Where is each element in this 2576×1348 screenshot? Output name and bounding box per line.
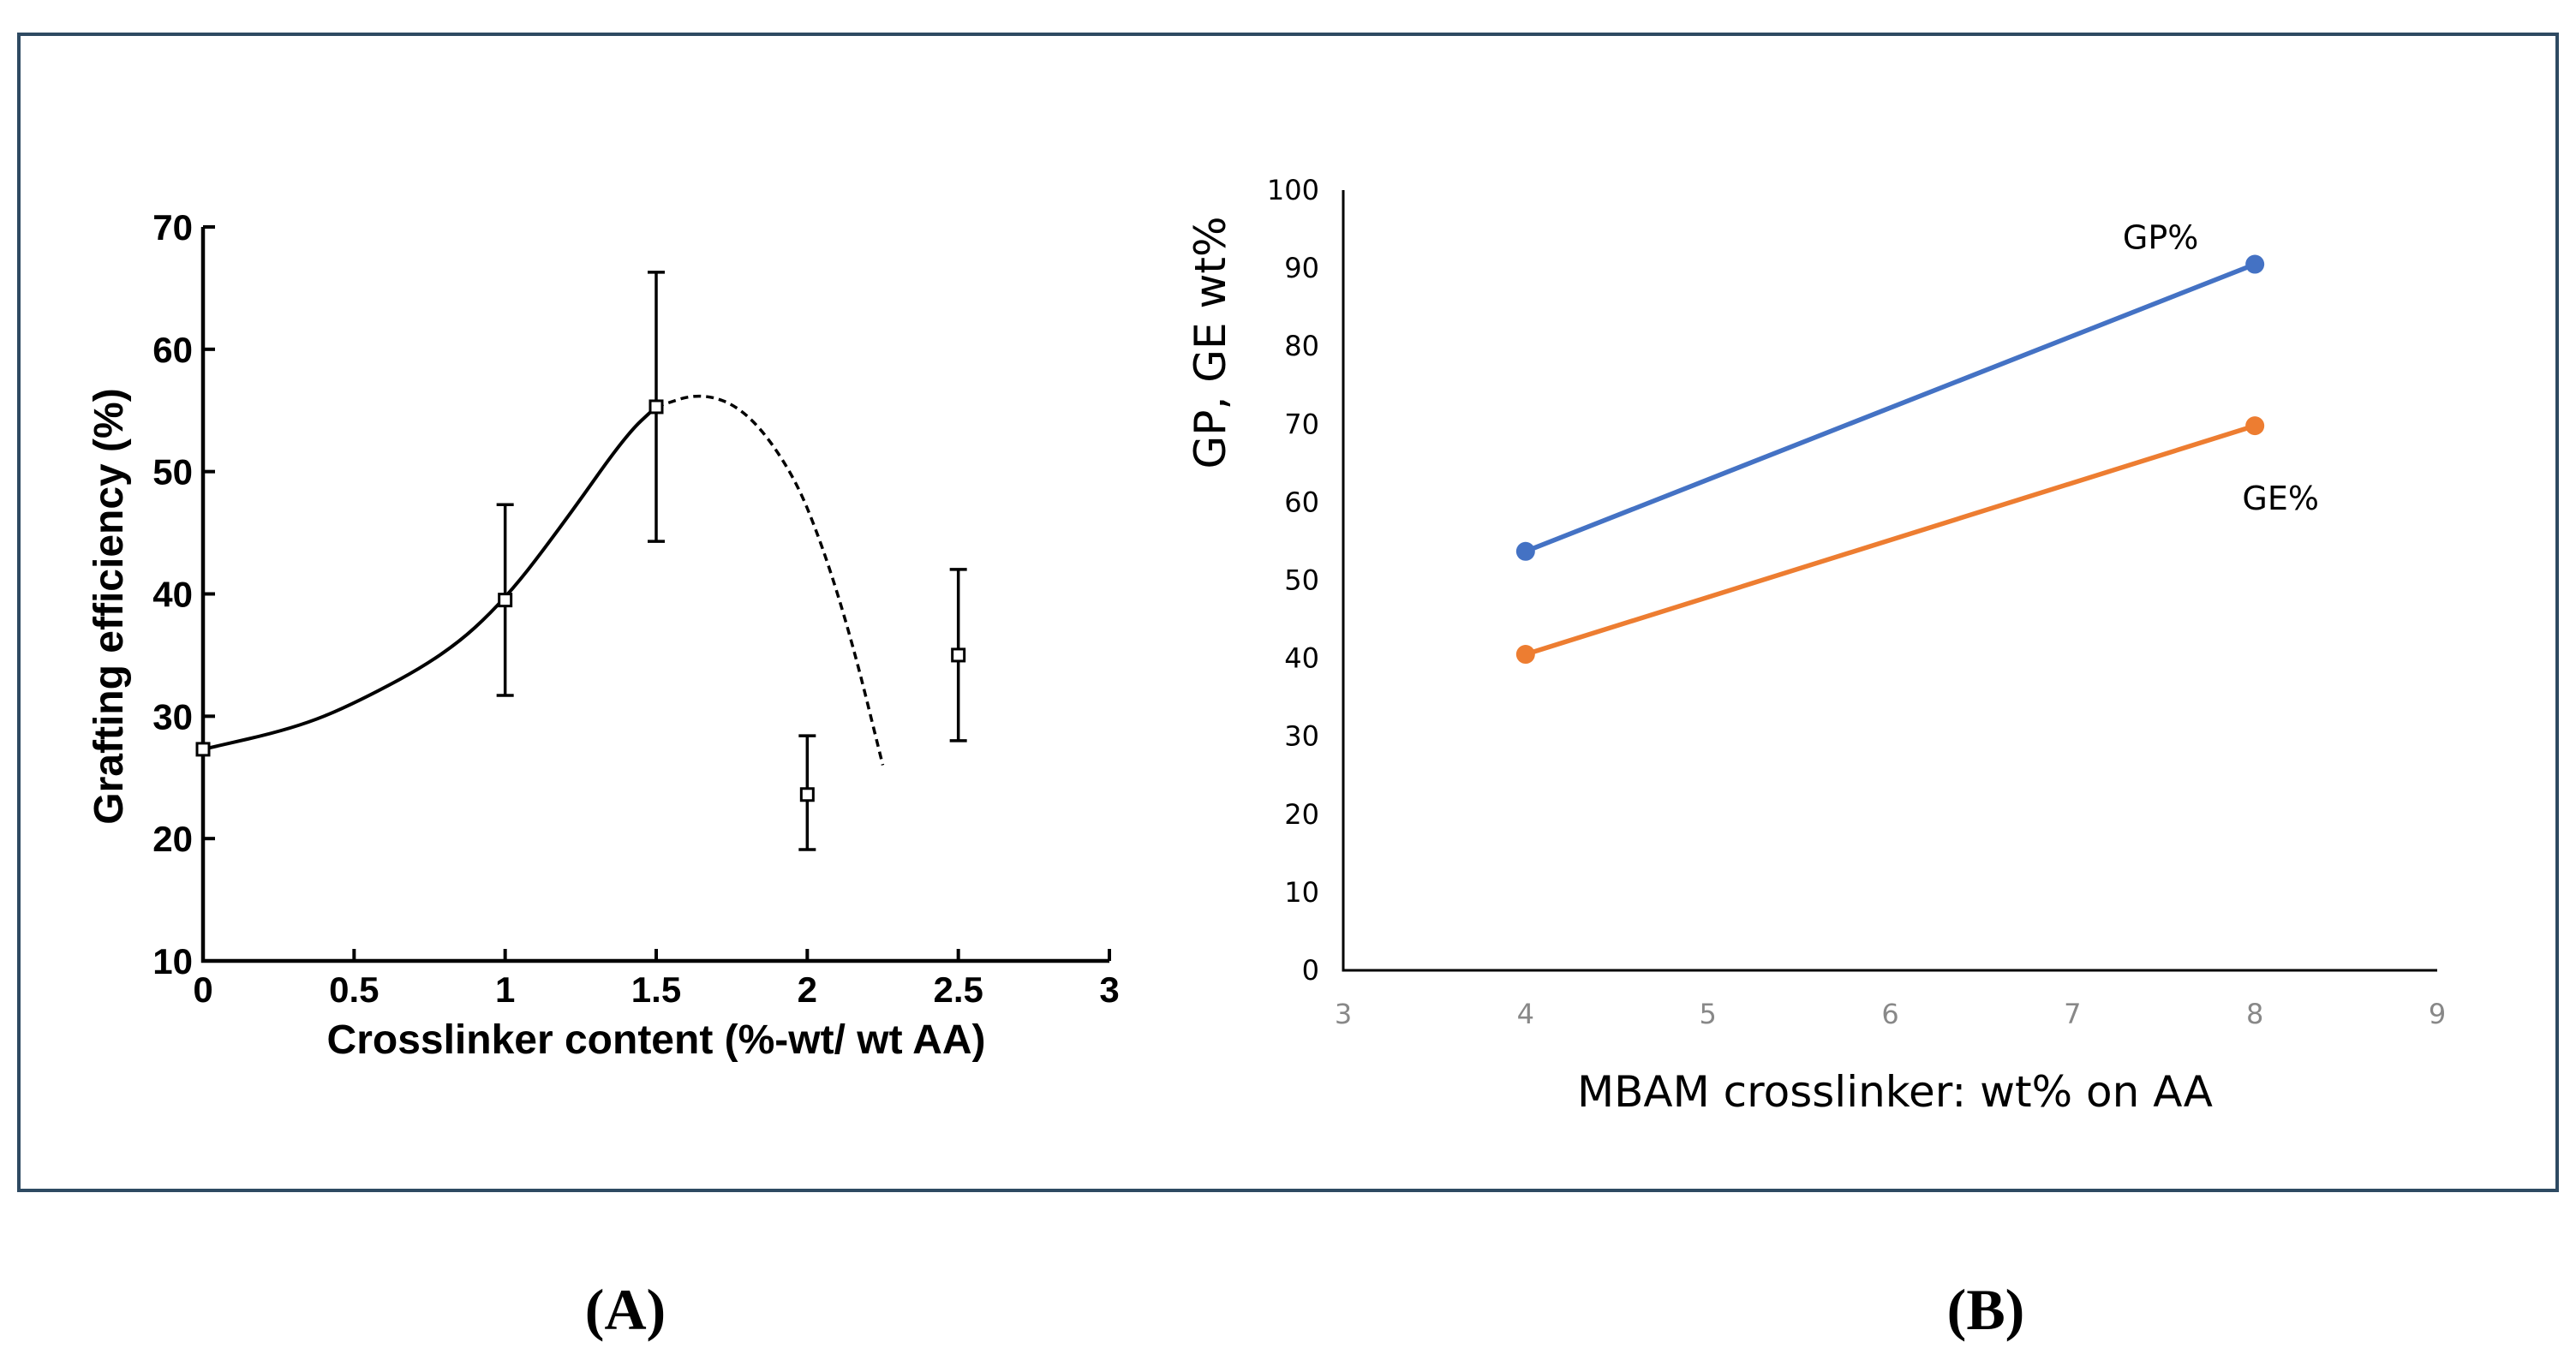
chart-b-x-tick-label: 3 — [1335, 998, 1352, 1030]
chart-a-fit-curve — [202, 394, 885, 766]
chart-b-y-tick-label: 10 — [1284, 876, 1319, 909]
chart-b-y-axis-label: GP, GE wt% — [1186, 217, 1235, 469]
chart-a-x-tick-label: 2.5 — [933, 969, 983, 1010]
chart-b-series-line — [1524, 261, 2256, 554]
panel-caption-b-letter: B — [1966, 1277, 2005, 1342]
chart-a-ticks: 0 0.5 1 1.5 2 2.5 3 10 20 30 40 50 60 70 — [152, 207, 1119, 1010]
chart-a: 0 0.5 1 1.5 2 2.5 3 10 20 30 40 50 60 70 Crosslinker … — [87, 207, 1120, 1063]
chart-a-y-tick-label: 10 — [152, 941, 193, 981]
chart-a-y-tick-label: 40 — [152, 575, 193, 615]
chart-b-series-point — [1515, 645, 1535, 665]
chart-a-x-tick-label: 2 — [798, 969, 817, 1010]
chart-a-data-point — [949, 568, 967, 743]
chart-b-series-point — [2245, 416, 2265, 436]
chart-b-x-tick-label: 9 — [2429, 998, 2446, 1030]
chart-a-data-point — [648, 271, 665, 543]
chart-b-series: GP% GE% — [1515, 219, 2319, 665]
chart-b-y-tick-label: 80 — [1284, 330, 1319, 362]
chart-a-x-tick-label: 1.5 — [631, 969, 681, 1010]
chart-a-y-tick-label: 50 — [152, 452, 193, 492]
chart-a-point-marker — [799, 787, 815, 802]
chart-a-data-point — [195, 742, 211, 757]
chart-b-series-label: GE% — [2242, 480, 2319, 517]
chart-b-x-tick-label: 8 — [2246, 998, 2263, 1030]
chart-a-y-axis-label: Grafting efficiency (%) — [87, 388, 132, 824]
chart-b-y-tick-label: 50 — [1284, 564, 1319, 597]
panel-caption-b-text: (B) — [1947, 1277, 2025, 1342]
panel-caption-a-letter: A — [604, 1277, 646, 1342]
chart-b-x-tick-label: 5 — [1699, 998, 1716, 1030]
chart-b-y-tick-label: 0 — [1302, 954, 1319, 987]
chart-a-point-marker — [498, 593, 513, 608]
chart-a-fit-curve-solid — [202, 405, 658, 751]
chart-b-series-line — [1525, 423, 2256, 657]
chart-a-x-tick-label: 0.5 — [329, 969, 379, 1010]
chart-b-x-tick-label: 6 — [1881, 998, 1898, 1030]
chart-a-x-tick-label: 0 — [193, 969, 212, 1010]
chart-b-series-point — [2245, 254, 2265, 274]
chart-b-x-axis-label: MBAM crosslinker: wt% on AA — [1577, 1067, 2213, 1117]
chart-a-fit-curve-dashed — [655, 394, 885, 766]
chart-b-y-tick-label: 40 — [1284, 642, 1319, 675]
chart-b-y-tick-label: 20 — [1284, 798, 1319, 831]
chart-b-y-tick-label: 60 — [1284, 486, 1319, 518]
chart-b-series-label: GP% — [2123, 219, 2198, 257]
chart-a-point-marker — [195, 742, 211, 757]
panel-caption-a-text: (A) — [585, 1277, 666, 1342]
chart-a-data-point — [798, 734, 816, 851]
figure-frame — [17, 33, 2559, 1192]
chart-b-x-tick-label: 4 — [1517, 998, 1534, 1030]
chart-a-y-tick-label: 70 — [152, 207, 193, 248]
chart-a-y-tick-label: 20 — [152, 819, 193, 859]
chart-b-series-point — [1515, 541, 1535, 561]
chart-a-x-tick-label: 3 — [1099, 969, 1119, 1010]
chart-b-series-gp: GP% — [1515, 219, 2265, 561]
chart-b-x-tick-label: 7 — [2064, 998, 2081, 1030]
chart-a-data-point — [496, 503, 514, 697]
chart-a-x-tick-label: 1 — [495, 969, 515, 1010]
panel-caption-b: (B) — [1947, 1277, 2025, 1342]
chart-b-y-tick-label: 90 — [1284, 252, 1319, 284]
chart-b-series-ge: GE% — [1515, 416, 2319, 665]
chart-a-point-marker — [648, 399, 664, 415]
chart-b-y-tick-label: 30 — [1284, 720, 1319, 753]
chart-b-axes — [1342, 190, 2437, 972]
chart-a-x-axis-label: Crosslinker content (%-wt/ wt AA) — [327, 1017, 986, 1063]
chart-a-point-marker — [951, 647, 966, 663]
chart-a-data-points — [195, 271, 967, 851]
chart-b-y-tick-label: 100 — [1267, 174, 1319, 206]
chart-a-y-tick-label: 60 — [152, 330, 193, 370]
chart-a-y-tick-label: 30 — [152, 696, 193, 737]
chart-b-y-tick-label: 70 — [1284, 408, 1319, 440]
panel-caption-a: (A) — [585, 1277, 666, 1342]
